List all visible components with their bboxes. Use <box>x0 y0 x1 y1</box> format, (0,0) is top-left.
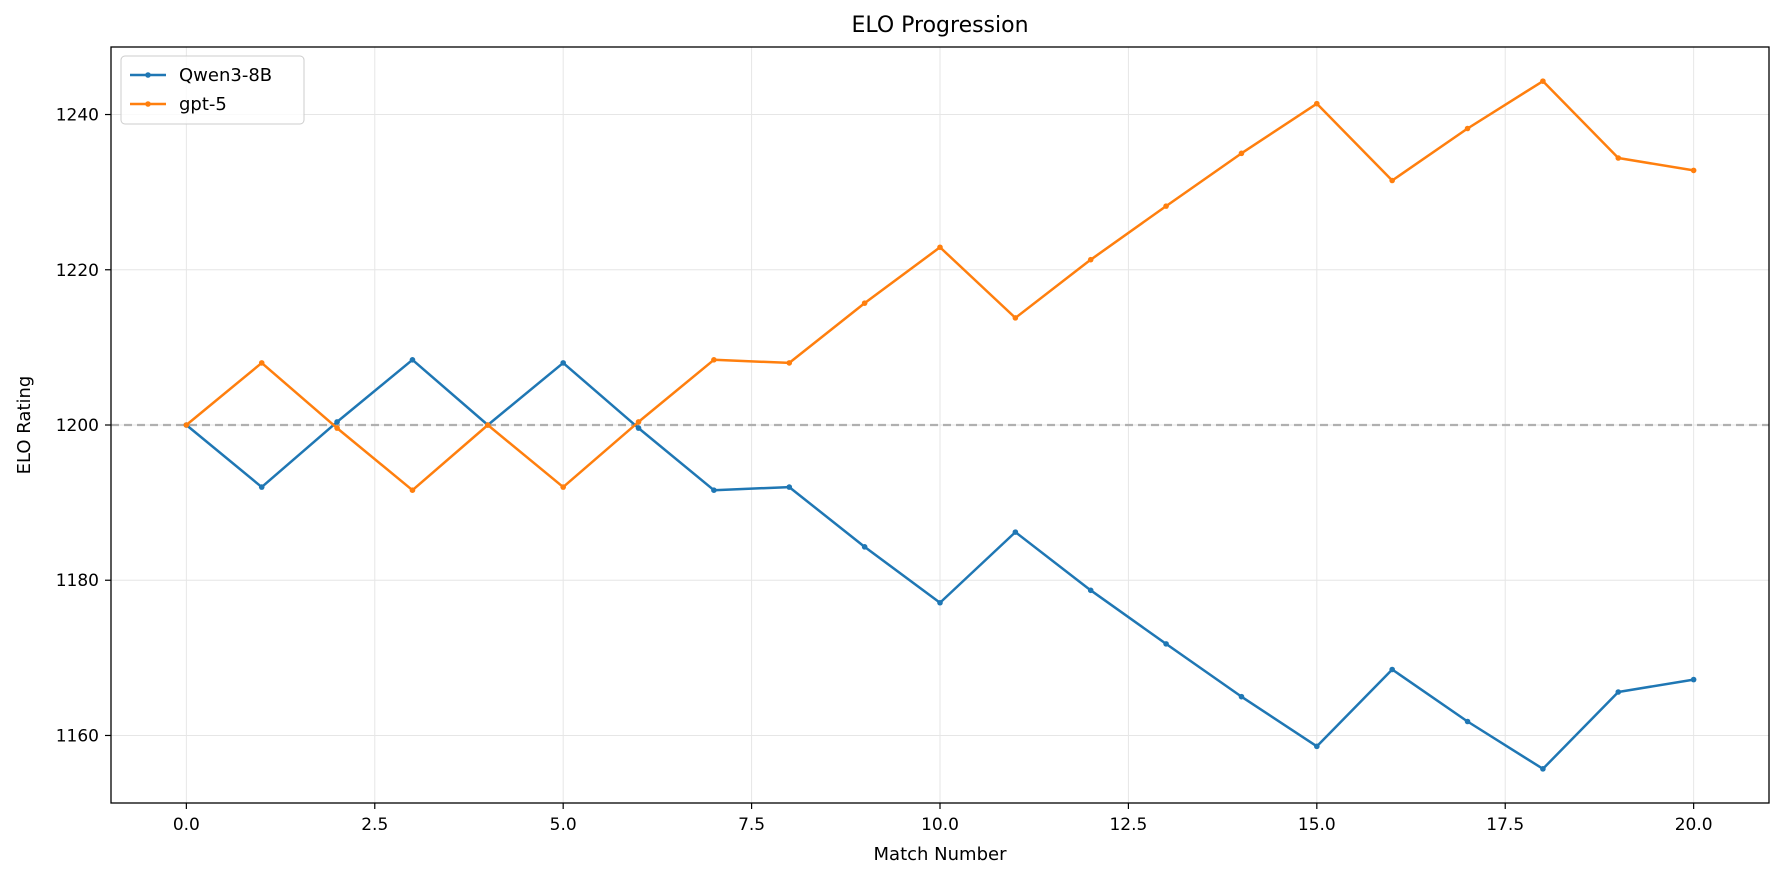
data-point-qwen3-8b <box>1238 693 1245 700</box>
y-tick-label: 1200 <box>56 416 99 436</box>
data-point-gpt-5 <box>786 360 793 366</box>
data-point-qwen3-8b <box>861 544 868 550</box>
legend-label: gpt-5 <box>179 94 227 115</box>
x-tick-label: 2.5 <box>361 815 388 835</box>
y-axis-label: ELO Rating <box>14 376 35 475</box>
data-point-gpt-5 <box>937 244 943 251</box>
data-point-gpt-5 <box>635 419 642 425</box>
legend-marker <box>145 72 151 78</box>
data-point-qwen3-8b <box>1163 641 1169 647</box>
y-tick-label: 1180 <box>56 571 99 591</box>
data-point-qwen3-8b <box>1314 743 1320 750</box>
data-point-qwen3-8b <box>334 419 340 425</box>
data-point-gpt-5 <box>334 425 340 431</box>
data-point-qwen3-8b <box>258 484 265 490</box>
data-point-qwen3-8b <box>711 487 717 493</box>
data-point-qwen3-8b <box>786 484 793 490</box>
data-point-gpt-5 <box>1314 100 1320 107</box>
data-point-gpt-5 <box>485 422 491 428</box>
y-tick-label: 1240 <box>56 106 99 126</box>
data-point-gpt-5 <box>1615 155 1622 161</box>
chart-title: ELO Progression <box>851 13 1028 38</box>
data-point-gpt-5 <box>1012 315 1019 321</box>
data-point-gpt-5 <box>1389 177 1395 184</box>
data-point-gpt-5 <box>861 300 868 306</box>
data-point-qwen3-8b <box>1464 718 1471 725</box>
y-tick-label: 1220 <box>56 261 99 281</box>
series-group <box>183 78 1697 772</box>
data-point-qwen3-8b <box>635 425 642 431</box>
x-tick-label: 12.5 <box>1109 815 1147 835</box>
x-tick-label: 10.0 <box>921 815 959 835</box>
data-point-qwen3-8b <box>1690 676 1697 683</box>
x-axis-label: Match Number <box>874 844 1008 865</box>
data-point-qwen3-8b <box>409 357 416 363</box>
data-point-qwen3-8b <box>1012 529 1019 535</box>
data-point-gpt-5 <box>1540 78 1546 84</box>
legend: Qwen3-8B gpt-5 <box>120 55 305 125</box>
data-point-gpt-5 <box>711 357 717 363</box>
data-point-gpt-5 <box>1464 125 1471 132</box>
data-point-qwen3-8b <box>937 599 943 606</box>
x-tick-label: 17.5 <box>1486 815 1524 835</box>
axis-ticks: 0.0 2.5 5.0 7.5 10.0 12.5 15.0 17.5 20.0 1160 1180… <box>56 106 1713 835</box>
x-tick-label: 7.5 <box>738 815 765 835</box>
data-point-qwen3-8b <box>1615 689 1622 695</box>
data-point-gpt-5 <box>1690 167 1697 174</box>
data-point-gpt-5 <box>1238 150 1245 157</box>
y-tick-label: 1160 <box>56 726 99 746</box>
data-point-qwen3-8b <box>1087 587 1094 594</box>
x-tick-label: 0.0 <box>173 815 200 835</box>
x-tick-label: 20.0 <box>1675 815 1713 835</box>
data-point-gpt-5 <box>258 360 265 366</box>
data-point-gpt-5 <box>1163 203 1169 209</box>
legend-label: Qwen3-8B <box>179 65 272 86</box>
x-tick-label: 15.0 <box>1298 815 1336 835</box>
legend-box <box>120 55 305 125</box>
data-point-gpt-5 <box>183 422 190 428</box>
data-point-gpt-5 <box>560 484 566 490</box>
legend-marker <box>145 101 151 107</box>
x-tick-label: 5.0 <box>550 815 577 835</box>
data-point-qwen3-8b <box>1389 666 1395 673</box>
data-point-qwen3-8b <box>1540 766 1546 772</box>
data-point-gpt-5 <box>1087 256 1094 263</box>
data-point-qwen3-8b <box>560 360 566 366</box>
data-point-gpt-5 <box>409 487 416 493</box>
